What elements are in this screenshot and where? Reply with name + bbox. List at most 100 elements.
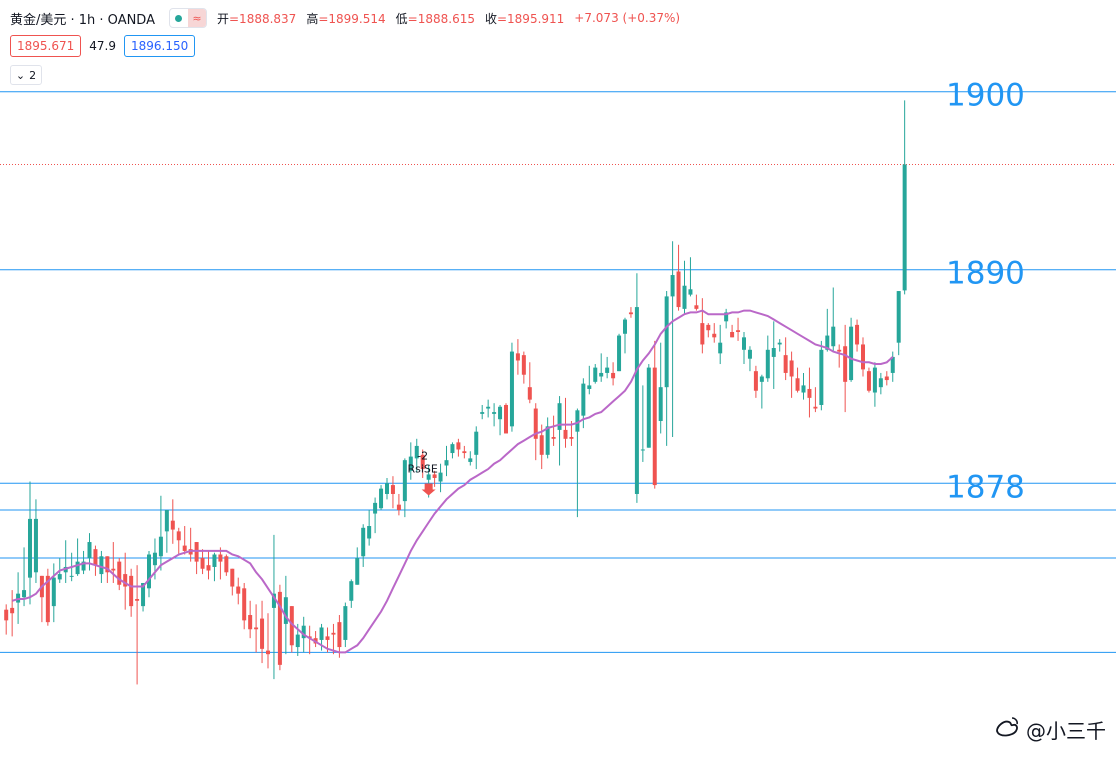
buy-price-button[interactable]: 1896.150	[123, 35, 196, 57]
candle	[230, 568, 235, 596]
candle-body	[99, 556, 104, 575]
candle	[22, 547, 27, 607]
candle-body	[325, 636, 330, 640]
candle-body	[105, 556, 110, 573]
symbol-title[interactable]: 黄金/美元 · 1h · OANDA	[10, 12, 155, 28]
candle	[129, 568, 134, 617]
candle-body	[533, 408, 538, 439]
candle-body	[676, 271, 681, 308]
weibo-logo-icon	[994, 716, 1020, 743]
indicators-collapse-button[interactable]: ⌄ 2	[10, 65, 42, 85]
candle	[724, 308, 729, 329]
candle	[807, 367, 812, 418]
candle-body	[355, 558, 360, 585]
candle	[355, 547, 360, 585]
candle-body	[426, 474, 431, 480]
candle	[468, 451, 473, 466]
candle	[736, 317, 741, 341]
candle	[224, 554, 229, 576]
candle	[45, 568, 50, 626]
candle-body	[402, 460, 407, 502]
candle	[849, 317, 854, 382]
candle-body	[414, 445, 419, 459]
candle	[843, 324, 848, 413]
candle-body	[75, 561, 80, 575]
candle	[39, 575, 44, 623]
status-pill[interactable]: ≈	[168, 8, 207, 28]
candle	[605, 356, 610, 379]
candle-body	[855, 324, 860, 345]
level-label-1878: 1878	[946, 469, 1025, 505]
level-label-1890: 1890	[946, 256, 1025, 292]
candle-body	[22, 590, 27, 598]
candle	[236, 577, 241, 605]
candle-body	[795, 378, 800, 391]
candle	[563, 397, 568, 448]
candle	[313, 631, 318, 648]
candle-body	[575, 410, 580, 432]
compare-wave-icon[interactable]: ≈	[187, 9, 206, 27]
candle-body	[289, 606, 294, 646]
indicator-count: 2	[29, 68, 37, 82]
candle	[456, 438, 461, 457]
candle-body	[176, 531, 181, 541]
candle-body	[599, 372, 604, 377]
candle	[218, 547, 223, 580]
candle	[777, 339, 782, 352]
candle	[260, 600, 265, 664]
ohlc-open: 开=1888.837	[216, 11, 297, 26]
candle-body	[825, 335, 830, 350]
candle-body	[843, 346, 848, 382]
candle	[896, 291, 901, 356]
ohlc-low: 低=1888.615	[395, 11, 475, 26]
candle-body	[581, 383, 586, 416]
candle	[492, 403, 497, 427]
chevron-down-icon: ⌄	[15, 68, 26, 82]
levels-layer	[0, 91, 1116, 653]
candle	[266, 613, 270, 669]
market-status-icon	[170, 9, 188, 27]
candle-body	[605, 367, 610, 373]
candle	[855, 319, 860, 352]
candle-body	[557, 403, 562, 430]
candle-body	[230, 568, 235, 587]
candle	[884, 371, 889, 386]
candle	[623, 317, 627, 354]
candle	[872, 362, 877, 407]
candle	[51, 563, 56, 623]
candle-body	[385, 483, 389, 494]
candle	[765, 335, 770, 382]
candle	[158, 495, 163, 571]
quote-bar: 1895.671 47.9 1896.150	[10, 35, 196, 57]
candle-body	[617, 335, 622, 372]
candle-body	[129, 575, 134, 607]
price-change: +7.073 (+0.37%)	[574, 11, 681, 25]
candle-body	[593, 367, 598, 382]
candle-body	[57, 574, 62, 580]
candle-body	[111, 568, 116, 571]
candle	[188, 527, 193, 562]
candle	[515, 339, 520, 375]
candle-body	[462, 451, 467, 454]
candle	[551, 415, 556, 446]
candle-body	[468, 458, 473, 462]
candle	[402, 458, 407, 518]
moving-average-layer	[11, 309, 894, 654]
level-labels-layer: 1900 1890 1878	[946, 78, 1025, 506]
candle-body	[730, 332, 735, 338]
candle	[652, 340, 657, 489]
candle	[783, 337, 788, 381]
candle	[420, 449, 425, 478]
candle-body	[682, 285, 687, 309]
sell-price-button[interactable]: 1895.671	[10, 35, 82, 57]
candle-body	[28, 518, 32, 578]
candle	[611, 362, 616, 386]
sell-signal-arrow-icon	[421, 483, 436, 496]
candle-body	[801, 385, 806, 393]
candle	[676, 244, 681, 311]
candle-body	[390, 485, 395, 494]
candle-body	[51, 577, 56, 607]
candle	[123, 552, 128, 610]
